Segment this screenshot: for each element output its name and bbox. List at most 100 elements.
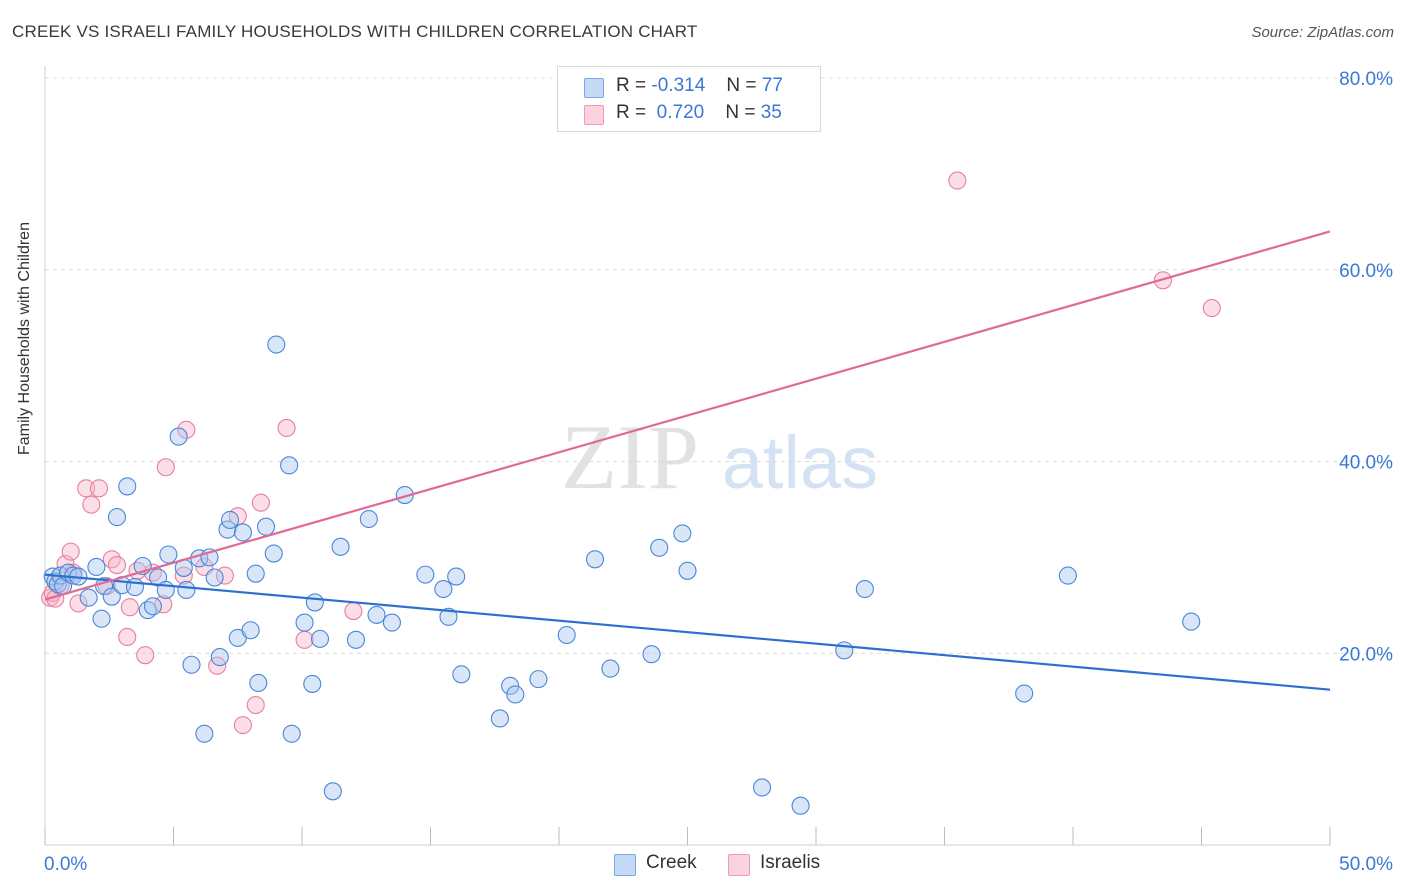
creek-points: [43, 335, 1201, 815]
creek-point: [367, 605, 386, 624]
creek-point: [323, 782, 342, 801]
creek-point: [205, 568, 224, 587]
israeli-point: [102, 550, 121, 569]
israeli-trend-line: [44, 230, 1331, 601]
creek-point: [501, 676, 520, 695]
creek-point: [447, 567, 466, 586]
y-tick-label: 20.0%: [1339, 644, 1393, 665]
legend-text-israelis: R = 0.720 N = 35: [616, 102, 782, 124]
watermark: ZIP atlas: [561, 406, 878, 508]
israeli-point: [174, 566, 193, 585]
legend-n-value: 77: [761, 75, 783, 96]
creek-point: [673, 524, 692, 543]
legend-swatch-creek: [584, 78, 604, 98]
creek-point: [855, 579, 874, 599]
creek-point: [159, 545, 178, 564]
creek-point: [210, 648, 229, 667]
creek-point: [195, 724, 214, 743]
legend-r-label: R =: [616, 75, 647, 96]
legend-n-value: 35: [760, 102, 782, 123]
creek-point: [303, 674, 322, 693]
y-axis-label: Family Households with Children: [16, 222, 33, 455]
creek-point: [233, 523, 252, 542]
watermark-zip: ZIP: [561, 406, 699, 508]
creek-point: [557, 625, 576, 645]
creek-point: [143, 597, 162, 616]
y-tick-label: 40.0%: [1339, 453, 1393, 474]
israeli-point: [251, 493, 270, 512]
grid-layer: [45, 77, 1392, 654]
creek-point: [310, 629, 330, 648]
creek-point: [305, 593, 324, 612]
creek-point: [331, 537, 350, 556]
tick-labels: 20.0% 40.0% 60.0% 80.0% 0.0% 50.0%: [44, 69, 1393, 875]
israeli-point: [177, 420, 196, 439]
creek-point: [177, 580, 196, 600]
israeli-point: [344, 602, 363, 621]
legend-text-creek: R = -0.314 N = 77: [616, 75, 783, 97]
creek-point: [92, 609, 111, 628]
creek-point: [246, 564, 265, 583]
israeli-point: [1202, 299, 1221, 318]
creek-point: [79, 588, 98, 607]
israeli-point: [82, 495, 101, 514]
watermark-atlas: atlas: [722, 421, 878, 504]
creek-point: [280, 456, 299, 475]
legend-swatch-israelis: [584, 105, 604, 125]
creek-point: [256, 517, 276, 536]
israeli-point: [77, 479, 96, 498]
creek-point: [650, 538, 669, 557]
israeli-point: [948, 171, 967, 190]
creek-point: [267, 335, 286, 354]
creek-point: [506, 685, 525, 704]
israeli-point: [277, 418, 296, 437]
x-tick-label: 0.0%: [44, 854, 87, 875]
creek-point: [601, 659, 620, 678]
creek-point: [642, 645, 661, 664]
creek-point: [835, 641, 854, 660]
israeli-point: [295, 630, 314, 649]
creek-point: [382, 613, 402, 632]
bottom-legend-swatch-creek: [614, 854, 636, 876]
creek-point: [107, 508, 127, 527]
bottom-legend-label-creek: Creek: [646, 852, 697, 873]
creek-point: [220, 510, 240, 530]
creek-point: [182, 655, 201, 674]
israeli-point: [89, 479, 109, 498]
legend-n-label: N =: [726, 75, 757, 96]
creek-point: [490, 709, 509, 728]
creek-point: [585, 550, 605, 569]
bottom-legend-label-israelis: Israelis: [760, 852, 821, 873]
israeli-point: [233, 716, 252, 735]
creek-point: [1182, 612, 1201, 631]
creek-point: [241, 621, 260, 640]
x-tick-label: 50.0%: [1339, 854, 1393, 875]
legend-n-label: N =: [725, 102, 756, 123]
creek-point: [169, 427, 188, 446]
source-label: Source: ZipAtlas.com: [1251, 24, 1394, 41]
creek-point: [434, 579, 453, 599]
legend-r-value: 0.720: [656, 102, 705, 123]
creek-point: [1058, 566, 1077, 585]
creek-point: [439, 607, 458, 626]
creek-point: [87, 557, 106, 577]
axis-layer: [44, 66, 1331, 846]
israeli-point: [69, 594, 88, 613]
creek-point: [264, 544, 283, 563]
israeli-point: [118, 627, 137, 647]
y-tick-label: 80.0%: [1339, 69, 1393, 90]
creek-point: [359, 509, 378, 529]
creek-point: [752, 778, 772, 797]
creek-point: [452, 665, 471, 684]
creek-point: [118, 477, 137, 496]
israeli-point: [136, 646, 155, 665]
israeli-point: [246, 695, 265, 715]
creek-point: [1015, 684, 1034, 703]
legend-r-label: R =: [616, 102, 647, 123]
creek-point: [416, 565, 435, 584]
israeli-point: [107, 555, 127, 575]
creek-point: [346, 630, 366, 649]
legend-r-value: -0.314: [651, 75, 706, 96]
israeli-point: [156, 458, 175, 477]
